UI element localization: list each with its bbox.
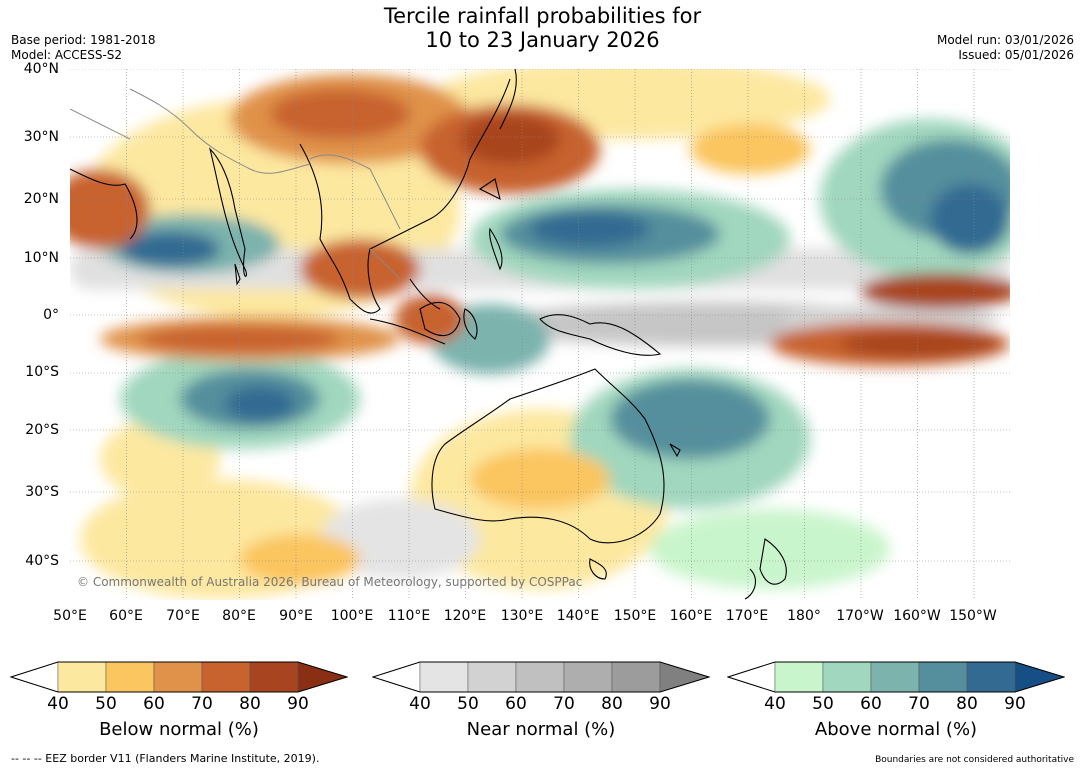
cbar-above-tick-60: 60 bbox=[860, 694, 882, 714]
cbar-below-tick-60: 60 bbox=[143, 694, 165, 714]
lat-label-20s: 20°S bbox=[25, 422, 59, 438]
lon-label-100e: 100°E bbox=[330, 608, 374, 624]
lon-label-180: 180° bbox=[787, 608, 821, 624]
cbar-above-tick-50: 50 bbox=[812, 694, 834, 714]
base-period: Base period: 1981-2018 bbox=[11, 33, 156, 47]
cbar-above-seg-4 bbox=[918, 661, 968, 693]
cbar-near-seg-1 bbox=[419, 661, 469, 693]
lon-label-130e: 130°E bbox=[500, 608, 544, 624]
lon-label-50e: 50°E bbox=[53, 608, 87, 624]
country-borders bbox=[70, 88, 401, 280]
cbar-near-seg-2 bbox=[467, 661, 517, 693]
cbar-above-seg-5 bbox=[966, 661, 1016, 693]
cbar-near-tick-90: 90 bbox=[649, 694, 671, 714]
lat-label-30s: 30°S bbox=[25, 484, 59, 500]
lon-label-160w: 160°W bbox=[893, 608, 941, 624]
map-title: Tercile rainfall probabilities for 10 to… bbox=[0, 4, 1085, 52]
lon-label-110e: 110°E bbox=[387, 608, 431, 624]
lon-label-90e: 90°E bbox=[279, 608, 313, 624]
lat-label-30n: 30°N bbox=[23, 129, 59, 145]
cbar-above-seg-3 bbox=[870, 661, 920, 693]
cbar-below-tick-80: 80 bbox=[239, 694, 261, 714]
lon-label-150w: 150°W bbox=[949, 608, 997, 624]
lat-label-40n: 40°N bbox=[23, 61, 59, 77]
lon-label-140e: 140°E bbox=[556, 608, 600, 624]
cbar-above-seg-2 bbox=[822, 661, 872, 693]
coastlines bbox=[70, 69, 787, 600]
cbar-near-seg-3 bbox=[515, 661, 565, 693]
meta-left: Base period: 1981-2018 Model: ACCESS-S2 bbox=[11, 33, 156, 63]
cbar-below-seg-2 bbox=[105, 661, 155, 693]
cbar-above-tick-40: 40 bbox=[764, 694, 786, 714]
cbar-above-tick-90: 90 bbox=[1004, 694, 1026, 714]
lon-label-80e: 80°E bbox=[222, 608, 256, 624]
boundaries-disclaimer: Boundaries are not considered authoritat… bbox=[875, 755, 1074, 765]
lat-label-10s: 10°S bbox=[25, 364, 59, 380]
cbar-near-label: Near normal (%) bbox=[466, 719, 616, 740]
cbar-below-seg-6 bbox=[297, 661, 348, 693]
cbar-near-tick-60: 60 bbox=[505, 694, 527, 714]
cbar-below-tick-70: 70 bbox=[191, 694, 213, 714]
cbar-near-seg-5 bbox=[611, 661, 661, 693]
lat-label-40s: 40°S bbox=[25, 553, 59, 569]
lon-label-120e: 120°E bbox=[443, 608, 487, 624]
cbar-above-tick-80: 80 bbox=[956, 694, 978, 714]
cbar-below-seg-0 bbox=[10, 661, 59, 693]
colorbar-below-normal bbox=[10, 661, 348, 693]
model-name: Model: ACCESS-S2 bbox=[11, 48, 123, 62]
cbar-near-seg-4 bbox=[563, 661, 613, 693]
cbar-below-seg-5 bbox=[249, 661, 299, 693]
probability-fields bbox=[70, 69, 1010, 599]
cbar-below-tick-90: 90 bbox=[287, 694, 309, 714]
cbar-above-seg-1 bbox=[774, 661, 824, 693]
lon-label-160e: 160°E bbox=[669, 608, 713, 624]
copyright-notice: © Commonwealth of Australia 2026, Bureau… bbox=[77, 575, 582, 589]
cbar-below-seg-1 bbox=[57, 661, 107, 693]
meta-right: Model run: 03/01/2026 Issued: 05/01/2026 bbox=[937, 33, 1074, 63]
graticule bbox=[70, 69, 1010, 600]
cbar-below-tick-40: 40 bbox=[47, 694, 69, 714]
eez-border-note: -- -- -- EEZ border V11 (Flanders Marine… bbox=[11, 752, 320, 765]
cbar-above-seg-0 bbox=[727, 661, 776, 693]
lon-label-170w: 170°W bbox=[836, 608, 884, 624]
cbar-near-tick-40: 40 bbox=[409, 694, 431, 714]
cbar-near-seg-0 bbox=[372, 661, 421, 693]
rainfall-probability-map: © Commonwealth of Australia 2026, Bureau… bbox=[70, 69, 1010, 600]
lon-label-60e: 60°E bbox=[109, 608, 143, 624]
lon-label-170e: 170°E bbox=[725, 608, 769, 624]
cbar-near-tick-50: 50 bbox=[457, 694, 479, 714]
cbar-near-tick-80: 80 bbox=[601, 694, 623, 714]
colorbar-above-normal bbox=[727, 661, 1065, 693]
lon-label-150e: 150°E bbox=[613, 608, 657, 624]
cbar-near-seg-6 bbox=[659, 661, 710, 693]
cbar-above-tick-70: 70 bbox=[908, 694, 930, 714]
cbar-below-tick-50: 50 bbox=[95, 694, 117, 714]
lat-label-20n: 20°N bbox=[23, 191, 59, 207]
lon-label-70e: 70°E bbox=[166, 608, 200, 624]
cbar-below-seg-3 bbox=[153, 661, 203, 693]
cbar-above-label: Above normal (%) bbox=[814, 719, 978, 740]
title-line-1: Tercile rainfall probabilities for bbox=[383, 4, 702, 28]
cbar-near-tick-70: 70 bbox=[553, 694, 575, 714]
issued-date: Issued: 05/01/2026 bbox=[958, 48, 1074, 62]
cbar-below-seg-4 bbox=[201, 661, 251, 693]
cbar-above-seg-6 bbox=[1014, 661, 1065, 693]
cbar-below-label: Below normal (%) bbox=[99, 719, 259, 740]
title-line-2: 10 to 23 January 2026 bbox=[425, 28, 660, 52]
model-run: Model run: 03/01/2026 bbox=[936, 33, 1074, 47]
colorbar-near-normal bbox=[372, 661, 710, 693]
lat-label-0: 0° bbox=[43, 307, 59, 323]
lat-label-10n: 10°N bbox=[23, 250, 59, 266]
